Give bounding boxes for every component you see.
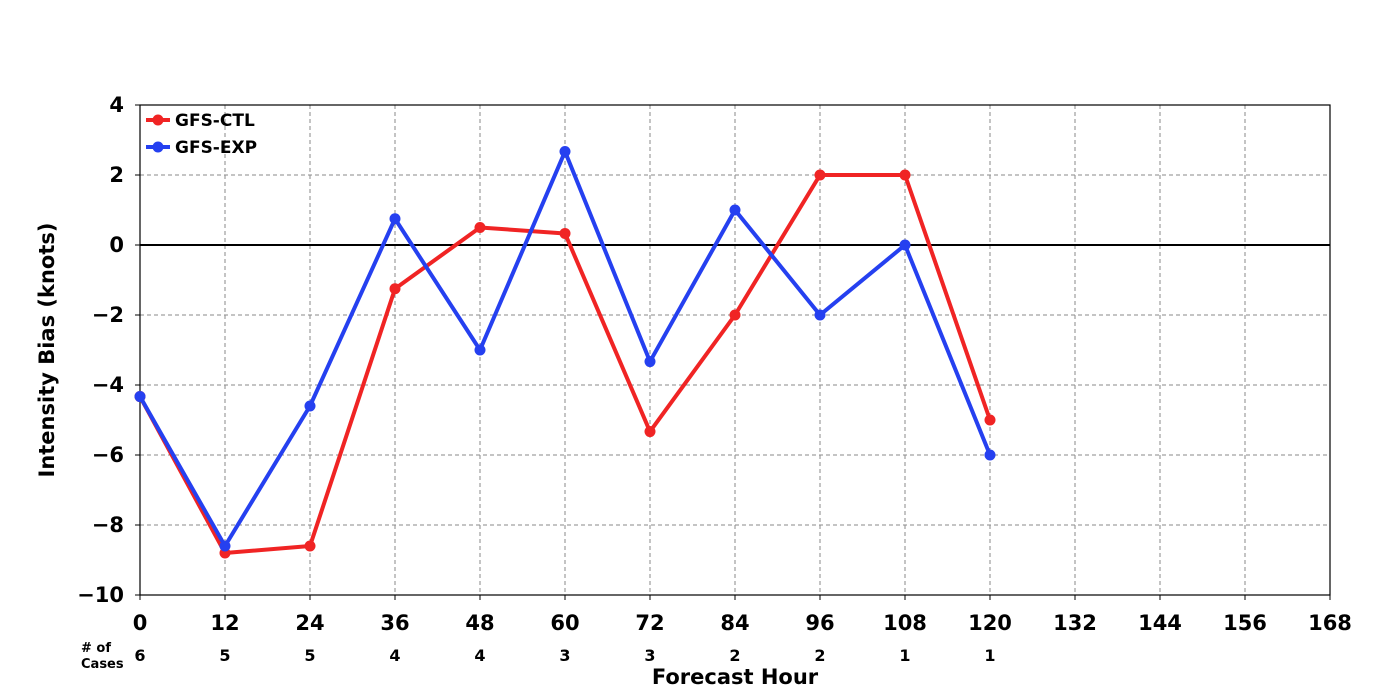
data-point-gfs-ctl (559, 227, 571, 239)
x-tick-label: 108 (883, 611, 927, 635)
data-point-gfs-ctl (984, 414, 996, 426)
y-tick-label: −8 (92, 513, 124, 537)
x-tick-label: 120 (968, 611, 1012, 635)
x-tick-label: 96 (805, 611, 834, 635)
x-tick-label: 84 (720, 611, 749, 635)
data-point-gfs-exp (219, 540, 231, 552)
data-point-gfs-ctl (304, 540, 316, 552)
case-count: 4 (474, 646, 485, 665)
case-count: 2 (814, 646, 825, 665)
data-point-gfs-ctl (474, 222, 486, 233)
legend: GFS-CTL GFS-EXP (146, 111, 257, 158)
data-point-gfs-ctl (729, 309, 741, 321)
data-point-gfs-exp (984, 449, 996, 461)
x-tick-label: 60 (550, 611, 579, 635)
data-point-gfs-exp (644, 356, 656, 368)
x-tick-label: 156 (1223, 611, 1267, 635)
data-point-gfs-exp (729, 204, 741, 216)
y-tick-label: 0 (109, 233, 124, 257)
cases-row: # of Cases 6 5 5 4 4 3 3 2 2 1 1 (81, 641, 996, 672)
data-point-gfs-ctl (389, 283, 401, 295)
cases-label-line1: # of (81, 641, 111, 656)
case-count: 3 (644, 646, 655, 665)
y-axis-label: Intensity Bias (knots) (35, 223, 59, 478)
cases-label-line2: Cases (81, 657, 124, 672)
data-point-gfs-ctl (899, 169, 911, 181)
data-point-gfs-ctl (644, 426, 656, 438)
data-point-gfs-exp (134, 391, 146, 403)
y-tick-label: −4 (92, 373, 124, 397)
series-layer (134, 146, 996, 559)
legend-label: GFS-CTL (175, 111, 255, 131)
x-axis-label: Forecast Hour (652, 665, 819, 689)
legend-swatch-marker (152, 141, 164, 153)
x-axis-ticks: 0 12 24 36 48 60 72 84 96 108 120 132 144 156 168 (133, 595, 1352, 635)
case-count: 2 (729, 646, 740, 665)
data-point-gfs-exp (814, 309, 826, 321)
y-tick-label: −2 (92, 303, 124, 327)
data-point-gfs-ctl (814, 169, 826, 181)
case-count: 4 (389, 646, 400, 665)
data-point-gfs-exp (559, 146, 571, 158)
data-point-gfs-exp (304, 400, 316, 412)
y-tick-label: −10 (77, 583, 124, 607)
y-tick-label: 2 (109, 163, 124, 187)
x-tick-label: 0 (133, 611, 148, 635)
x-tick-label: 168 (1308, 611, 1352, 635)
x-tick-label: 144 (1138, 611, 1182, 635)
x-tick-label: 12 (210, 611, 239, 635)
x-tick-label: 72 (635, 611, 664, 635)
y-tick-label: −6 (92, 443, 124, 467)
y-tick-label: 4 (109, 93, 124, 117)
x-tick-label: 36 (380, 611, 409, 635)
case-count: 6 (134, 646, 145, 665)
case-count: 1 (984, 646, 995, 665)
legend-label: GFS-EXP (175, 138, 257, 158)
legend-swatch-marker (152, 114, 164, 126)
case-count: 5 (304, 646, 315, 665)
case-count: 1 (899, 646, 910, 665)
x-tick-label: 24 (295, 611, 324, 635)
data-point-gfs-exp (474, 344, 486, 356)
data-point-gfs-exp (899, 239, 911, 251)
x-tick-label: 132 (1053, 611, 1097, 635)
case-count: 5 (219, 646, 230, 665)
case-count: 3 (559, 646, 570, 665)
data-point-gfs-exp (389, 213, 401, 225)
x-tick-label: 48 (465, 611, 494, 635)
y-axis-ticks: 4 2 0 −2 −4 −6 −8 −10 (77, 93, 140, 607)
